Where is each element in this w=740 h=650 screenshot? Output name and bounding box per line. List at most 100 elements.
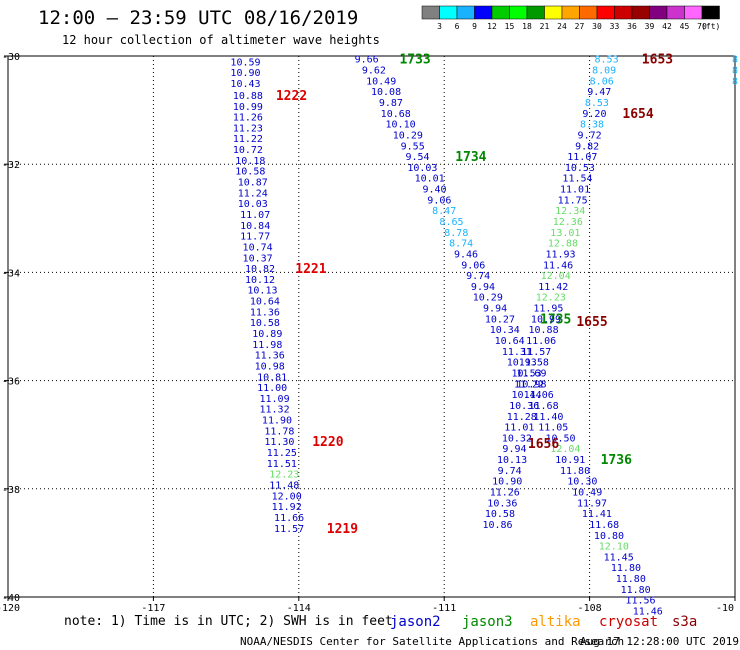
- wave-height-value: 9.06: [461, 260, 485, 271]
- wave-height-value: 11.69: [516, 368, 546, 379]
- y-tick-label: -34: [2, 268, 20, 279]
- wave-height-value: 10.29: [393, 130, 423, 141]
- colorbar-swatch: [614, 5, 633, 20]
- wave-height-value: 10.64: [495, 336, 525, 347]
- wave-height-value: 11.26: [233, 113, 263, 124]
- wave-height-value: 10.98: [516, 379, 546, 390]
- pass-time-label: 1736: [601, 453, 632, 468]
- wave-height-value: 10.43: [230, 79, 260, 90]
- colorbar-swatch: [474, 5, 493, 20]
- wave-height-value: 8.09: [592, 66, 616, 77]
- wave-height-value: 11.56: [625, 596, 655, 607]
- wave-height-value: 12.36: [553, 217, 583, 228]
- x-tick-label: -114: [287, 603, 311, 614]
- wave-height-value: 11.36: [250, 307, 280, 318]
- pass-time-label: 1654: [622, 107, 653, 122]
- wave-height-value: 9.40: [422, 185, 446, 196]
- wave-height-value: 9.66: [355, 55, 379, 66]
- colorbar-swatch: [509, 5, 528, 20]
- pass-time-label: 1734: [455, 150, 486, 165]
- colorbar-label: 39: [645, 22, 655, 31]
- colorbar-swatch: [439, 5, 458, 20]
- wave-height-value: 8.65: [439, 217, 463, 228]
- wave-height-value: 10.27: [485, 314, 515, 325]
- colorbar-label: 24: [557, 22, 567, 31]
- footnote: note: 1) Time is in UTC; 2) SWH is in fe…: [64, 614, 393, 629]
- colorbar-swatch: [421, 5, 440, 20]
- wave-height-value: 10.59: [230, 57, 260, 68]
- wave-height-value: 8.38: [580, 120, 604, 131]
- wave-height-value: 10.90: [230, 68, 260, 79]
- wave-height-value: 10.74: [243, 242, 273, 253]
- series-s3a: 8.538.098.069.478.539.208.389.729.8211.0…: [482, 53, 673, 531]
- colorbar-label: 9: [472, 22, 477, 31]
- colorbar-swatch: [544, 5, 563, 20]
- wave-height-value: 11.41: [582, 509, 612, 520]
- wave-height-value: 10.53: [512, 368, 542, 379]
- wave-height-value: 11.80: [616, 574, 646, 585]
- wave-height-value: 10.30: [567, 477, 597, 488]
- x-tick-label: -111: [432, 603, 456, 614]
- colorbar-label: 36: [627, 22, 637, 31]
- wave-height-value: 10.80: [594, 531, 624, 542]
- wave-height-value: 11.97: [577, 498, 607, 509]
- wave-height-value: 12.00: [272, 491, 302, 502]
- wave-height-value: 11.24: [238, 188, 268, 199]
- wave-height-value: 11.36: [255, 351, 285, 362]
- wave-height-value: 8.74: [449, 239, 473, 250]
- colorbar-label: 12: [487, 22, 497, 31]
- x-tick-label: -117: [141, 603, 165, 614]
- wave-height-value: 12.10: [599, 542, 629, 553]
- wave-height-value: 10.13: [247, 286, 277, 297]
- wave-height-value: 11.40: [533, 412, 563, 423]
- wave-height-value: 9.74: [466, 271, 490, 282]
- colorbar-label: 30: [592, 22, 602, 31]
- wave-height-value: 8.06: [590, 76, 614, 87]
- footer-timestamp: Aug 17 12:28:00 UTC 2019: [580, 635, 739, 648]
- wave-height-value: 11.95: [533, 304, 563, 315]
- wave-height-value: 12.04: [541, 271, 571, 282]
- pass-time-label: 1221: [295, 262, 326, 277]
- wave-height-value: 10.64: [250, 297, 280, 308]
- colorbar-label: 42: [662, 22, 672, 31]
- wave-height-value: 11.06: [526, 336, 556, 347]
- wave-height-value: 12.23: [269, 470, 299, 481]
- wave-height-value: 11.07: [240, 210, 270, 221]
- legend-jason3: jason3: [462, 614, 513, 630]
- wave-height-value: 11.07: [567, 152, 597, 163]
- wave-height-value: 10.13: [497, 455, 527, 466]
- wave-height-value: 11.78: [264, 426, 294, 437]
- wave-height-value: 8: [732, 76, 738, 87]
- legend-cryosat: cryosat: [599, 614, 658, 630]
- x-tick-label: -108: [578, 603, 602, 614]
- wave-height-value: 9.74: [498, 466, 522, 477]
- colorbar-label: 3: [437, 22, 442, 31]
- wave-height-value: 10.53: [565, 163, 595, 174]
- colorbar-swatch: [526, 5, 545, 20]
- y-tick-label: -40: [2, 593, 20, 604]
- wave-height-value: 10.10: [386, 120, 416, 131]
- wave-height-value: 11.98: [252, 340, 282, 351]
- wave-height-value: 8: [732, 55, 738, 66]
- colorbar-swatch: [666, 5, 685, 20]
- wave-height-value: 8.78: [444, 228, 468, 239]
- wave-height-value: 10.88: [529, 325, 559, 336]
- wave-height-value: 10.68: [381, 109, 411, 120]
- wave-height-value: 11.26: [490, 488, 520, 499]
- wave-height-value: 11.58: [519, 358, 549, 369]
- wave-height-value: 10.72: [233, 145, 263, 156]
- wave-height-value: 12.34: [555, 206, 585, 217]
- wave-height-value: 10.08: [371, 87, 401, 98]
- wave-height-value: 10.34: [490, 325, 520, 336]
- wave-height-value: 10.99: [531, 314, 561, 325]
- wave-height-value: 9.54: [405, 152, 429, 163]
- wave-height-value: 10.37: [243, 253, 273, 264]
- wave-height-value: 11.68: [529, 401, 559, 412]
- wave-height-value: 11.09: [260, 394, 290, 405]
- wave-height-value: 9.94: [502, 444, 526, 455]
- wave-height-value: 8.53: [595, 55, 619, 66]
- colorbar-label: 21: [540, 22, 550, 31]
- colorbar-label: 70: [697, 22, 707, 31]
- wave-height-value: 11.80: [621, 585, 651, 596]
- legend-jason2: jason2: [390, 614, 441, 630]
